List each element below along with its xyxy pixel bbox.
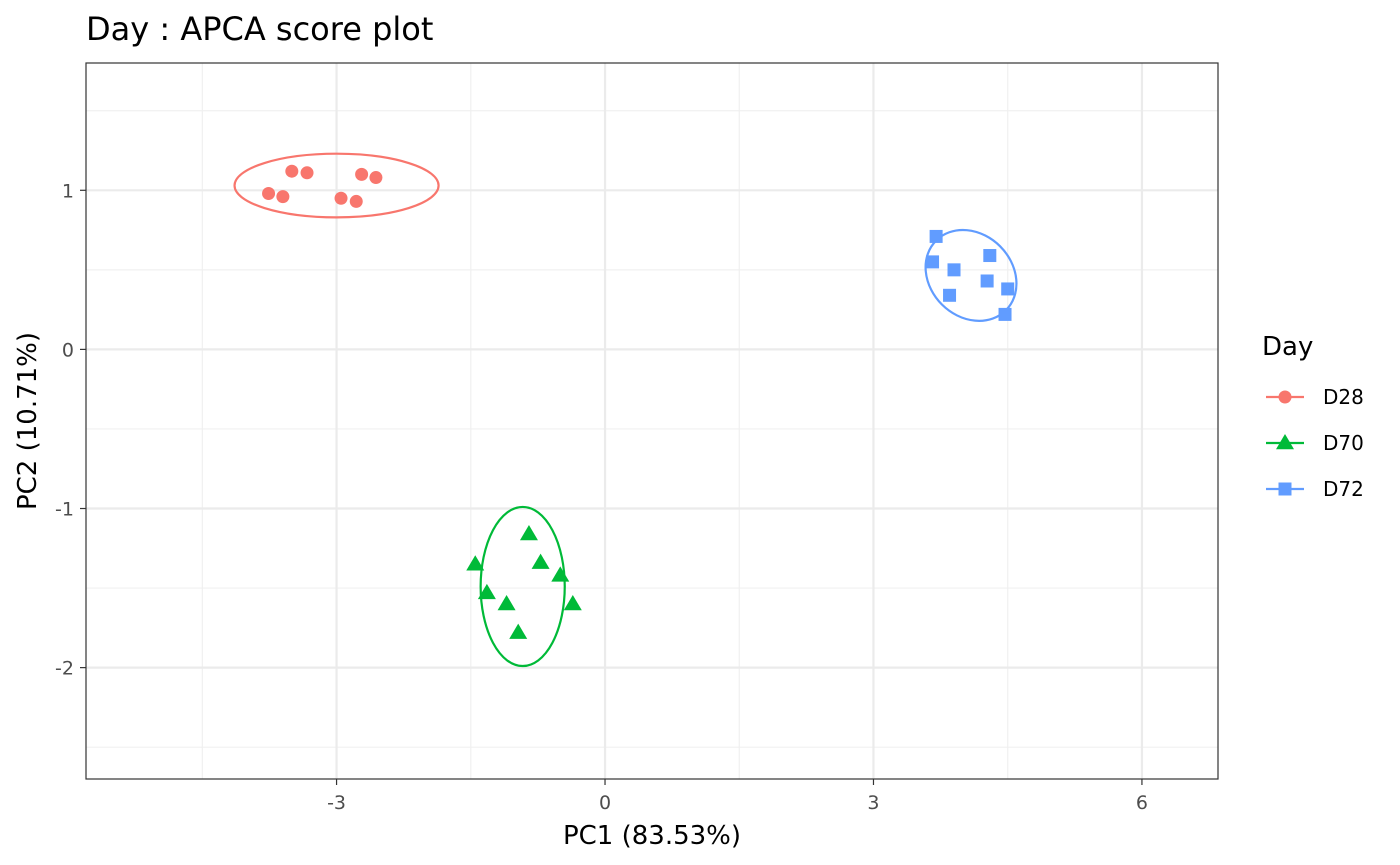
point-d70 [551, 566, 570, 582]
x-tick-label: 6 [1136, 792, 1148, 814]
x-axis-ticks: -3 0 3 6 [327, 779, 1148, 814]
data-points [262, 164, 1015, 639]
point-d72 [980, 274, 994, 288]
chart-title: Day : APCA score plot [86, 10, 433, 48]
x-tick-label: 3 [867, 792, 879, 814]
point-d28 [334, 191, 348, 205]
y-tick-label: -2 [55, 658, 74, 680]
legend-label-d72: D72 [1323, 477, 1364, 501]
point-d28 [285, 164, 299, 178]
point-d70 [509, 623, 528, 639]
legend-label-d28: D28 [1323, 385, 1364, 409]
grid-major [86, 63, 1218, 779]
point-d72 [926, 255, 940, 269]
point-d28 [276, 190, 290, 204]
point-d70 [477, 583, 496, 600]
ellipse-d28 [233, 152, 440, 219]
y-tick-label: 1 [62, 180, 74, 202]
point-d72 [943, 288, 957, 302]
y-tick-label: 0 [62, 339, 74, 361]
y-axis-ticks: -2 -1 0 1 [55, 180, 86, 680]
ellipse-d70 [479, 505, 566, 668]
point-d28 [300, 166, 314, 180]
grid-minor [86, 63, 1218, 779]
legend: Day D28 D70 D72 [1262, 332, 1364, 501]
point-d70 [519, 524, 538, 541]
point-d72 [983, 249, 997, 263]
legend-title: Day [1262, 332, 1313, 362]
point-d28 [355, 167, 369, 181]
x-axis-title: PC1 (83.53%) [563, 821, 741, 851]
legend-label-d70: D70 [1323, 431, 1364, 455]
point-d72 [998, 307, 1012, 321]
panel-border [85, 62, 1219, 780]
point-d28 [262, 186, 276, 200]
y-tick-label: -1 [55, 499, 74, 521]
legend-marker-d70 [1276, 434, 1294, 450]
y-axis-title: PC2 (10.71%) [13, 332, 43, 510]
point-d72 [1001, 282, 1015, 296]
point-d28 [369, 171, 383, 185]
point-d72 [947, 263, 961, 277]
x-tick-label: -3 [327, 792, 346, 814]
point-d28 [349, 194, 363, 208]
point-d70 [497, 594, 516, 611]
legend-marker-d28 [1278, 390, 1292, 404]
confidence-ellipses [233, 152, 1018, 668]
ellipse-d72 [924, 228, 1018, 322]
point-d70 [466, 555, 485, 571]
point-d72 [929, 229, 943, 243]
x-tick-label: 0 [599, 792, 611, 814]
point-d70 [531, 553, 550, 569]
point-d70 [563, 594, 582, 611]
legend-marker-d72 [1278, 482, 1292, 496]
